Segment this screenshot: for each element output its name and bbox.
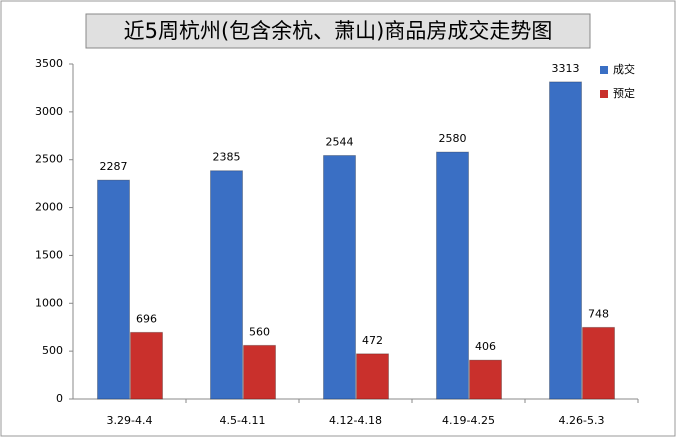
- data-label: 2580: [439, 132, 467, 145]
- data-label: 696: [136, 312, 157, 325]
- data-label: 406: [475, 340, 496, 353]
- data-label: 748: [588, 307, 609, 320]
- legend-label: 成交: [613, 62, 635, 76]
- bar: [130, 331, 163, 400]
- x-tick-label: 4.5-4.11: [220, 414, 266, 427]
- legend-swatch: [600, 90, 608, 98]
- x-tick-label: 4.19-4.25: [442, 414, 495, 427]
- x-tick-label: 4.26-5.3: [559, 414, 605, 427]
- bar: [97, 179, 130, 400]
- chart-title: 近5周杭州(包含余杭、萧山)商品房成交走势图: [124, 19, 553, 43]
- y-tick-label: 2500: [35, 153, 63, 166]
- bar: [323, 155, 356, 400]
- bar: [436, 151, 469, 400]
- bar: [549, 81, 582, 400]
- y-tick-label: 500: [42, 344, 63, 357]
- title-box: [85, 13, 591, 49]
- bar: [582, 326, 615, 400]
- y-tick-label: 3500: [35, 57, 63, 70]
- data-label: 3313: [552, 62, 580, 75]
- data-label: 560: [249, 325, 270, 338]
- x-tick-label: 4.12-4.18: [329, 414, 382, 427]
- data-label: 472: [362, 334, 383, 347]
- bar: [210, 170, 243, 400]
- bar: [469, 359, 502, 400]
- bar: [356, 353, 389, 400]
- legend-swatch: [600, 66, 608, 74]
- data-label: 2385: [213, 151, 241, 164]
- data-label: 2544: [326, 136, 354, 149]
- x-tick-label: 3.29-4.4: [107, 414, 153, 427]
- legend-label: 预定: [613, 86, 635, 100]
- y-tick-label: 1000: [35, 296, 63, 309]
- bar: [243, 344, 276, 400]
- y-tick-label: 0: [56, 392, 63, 405]
- y-tick-label: 2000: [35, 201, 63, 214]
- y-tick-label: 3000: [35, 105, 63, 118]
- data-label: 2287: [100, 160, 128, 173]
- y-tick-label: 1500: [35, 248, 63, 261]
